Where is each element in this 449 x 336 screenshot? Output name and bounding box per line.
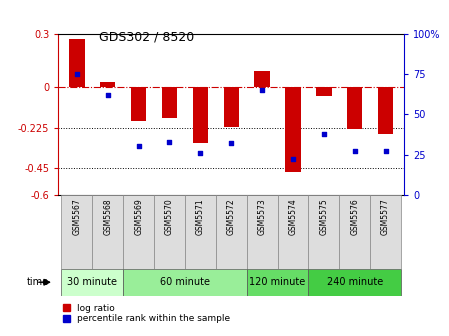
Bar (62, 269, 123, 296)
Bar (131, 87, 146, 121)
Bar (216, 195, 247, 269)
Point (290, 157, 297, 162)
Bar (69, 39, 84, 87)
Bar (339, 195, 370, 269)
Point (73, 71, 80, 77)
Bar (277, 195, 308, 269)
Text: GSM5573: GSM5573 (258, 199, 267, 235)
Bar (308, 195, 339, 269)
Text: GSM5571: GSM5571 (196, 199, 205, 235)
Bar (123, 269, 247, 296)
Bar (247, 195, 277, 269)
Text: GSM5567: GSM5567 (72, 199, 81, 235)
Text: 30 minute: 30 minute (67, 277, 117, 287)
Text: GSM5576: GSM5576 (350, 199, 359, 235)
Bar (185, 195, 216, 269)
Bar (92, 195, 123, 269)
Point (351, 149, 358, 154)
Text: GSM5572: GSM5572 (227, 199, 236, 235)
Bar (370, 195, 401, 269)
Text: GSM5570: GSM5570 (165, 199, 174, 235)
Text: GSM5574: GSM5574 (288, 199, 298, 235)
Point (197, 150, 204, 156)
Bar (123, 195, 154, 269)
Point (228, 140, 235, 146)
Point (320, 131, 327, 136)
Point (382, 149, 389, 154)
Text: GSM5569: GSM5569 (134, 199, 143, 235)
Text: GSM5577: GSM5577 (381, 199, 390, 235)
Bar (347, 87, 362, 129)
Bar (224, 87, 239, 127)
Point (135, 144, 142, 149)
Bar (316, 87, 331, 96)
Text: 240 minute: 240 minute (326, 277, 383, 287)
Bar (285, 87, 301, 172)
Bar (247, 269, 308, 296)
Bar (193, 87, 208, 143)
Bar (162, 87, 177, 118)
Bar (378, 87, 393, 134)
Point (104, 92, 111, 97)
Text: GSM5568: GSM5568 (103, 199, 112, 235)
Bar (154, 195, 185, 269)
Bar (308, 269, 401, 296)
Text: 120 minute: 120 minute (249, 277, 306, 287)
Bar (62, 195, 92, 269)
Text: GDS302 / 8520: GDS302 / 8520 (99, 30, 194, 43)
Point (166, 139, 173, 144)
Bar (255, 71, 270, 87)
Text: time: time (27, 277, 49, 287)
Bar (100, 82, 115, 87)
Point (259, 87, 266, 93)
Legend: log ratio, percentile rank within the sample: log ratio, percentile rank within the sa… (63, 303, 230, 323)
Text: GSM5575: GSM5575 (319, 199, 328, 235)
Text: 60 minute: 60 minute (160, 277, 210, 287)
